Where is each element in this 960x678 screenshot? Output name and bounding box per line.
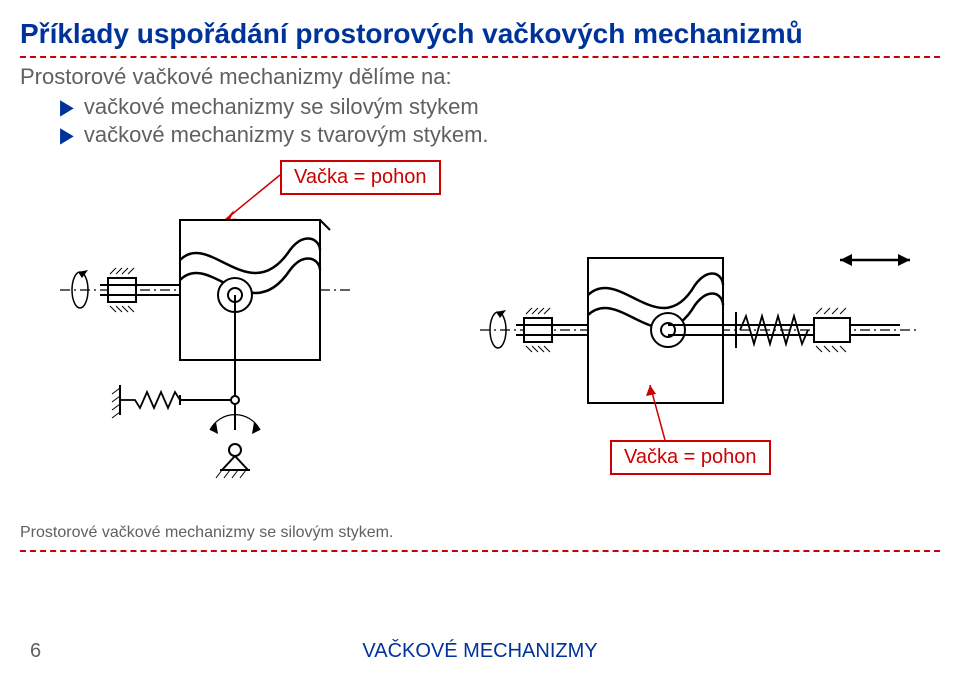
- diagram-area: Vačka = pohon: [0, 150, 960, 520]
- title-divider: [20, 56, 940, 58]
- bullet-marker-icon: ▶: [60, 122, 74, 147]
- bullet-item-1: ▶ vačkové mechanizmy se silovým stykem: [60, 94, 940, 120]
- diagram-caption: Prostorové vačkové mechanizmy se silovým…: [0, 520, 960, 542]
- arrow-to-right-cam: [640, 380, 680, 450]
- bottom-divider: [20, 550, 940, 552]
- bullet-marker-icon: ▶: [60, 94, 74, 119]
- left-mechanism-diagram: [50, 200, 420, 520]
- bullet-item-2: ▶ vačkové mechanizmy s tvarovým stykem.: [60, 122, 940, 148]
- bullet-text-1: vačkové mechanizmy se silovým stykem: [84, 94, 479, 120]
- bullet-list: ▶ vačkové mechanizmy se silovým stykem ▶…: [0, 90, 960, 148]
- page-number: 6: [30, 640, 41, 663]
- bullet-text-2: vačkové mechanizmy s tvarovým stykem.: [84, 122, 489, 148]
- label-vacka-2: Vačka = pohon: [610, 440, 771, 475]
- label-vacka-1: Vačka = pohon: [280, 160, 441, 195]
- slide-footer: 6 VAČKOVÉ MECHANIZMY: [0, 640, 960, 663]
- slide-title: Příklady uspořádání prostorových vačkový…: [0, 0, 960, 54]
- intro-text: Prostorové vačkové mechanizmy dělíme na:: [0, 64, 960, 90]
- footer-title: VAČKOVÉ MECHANIZMY: [0, 640, 960, 663]
